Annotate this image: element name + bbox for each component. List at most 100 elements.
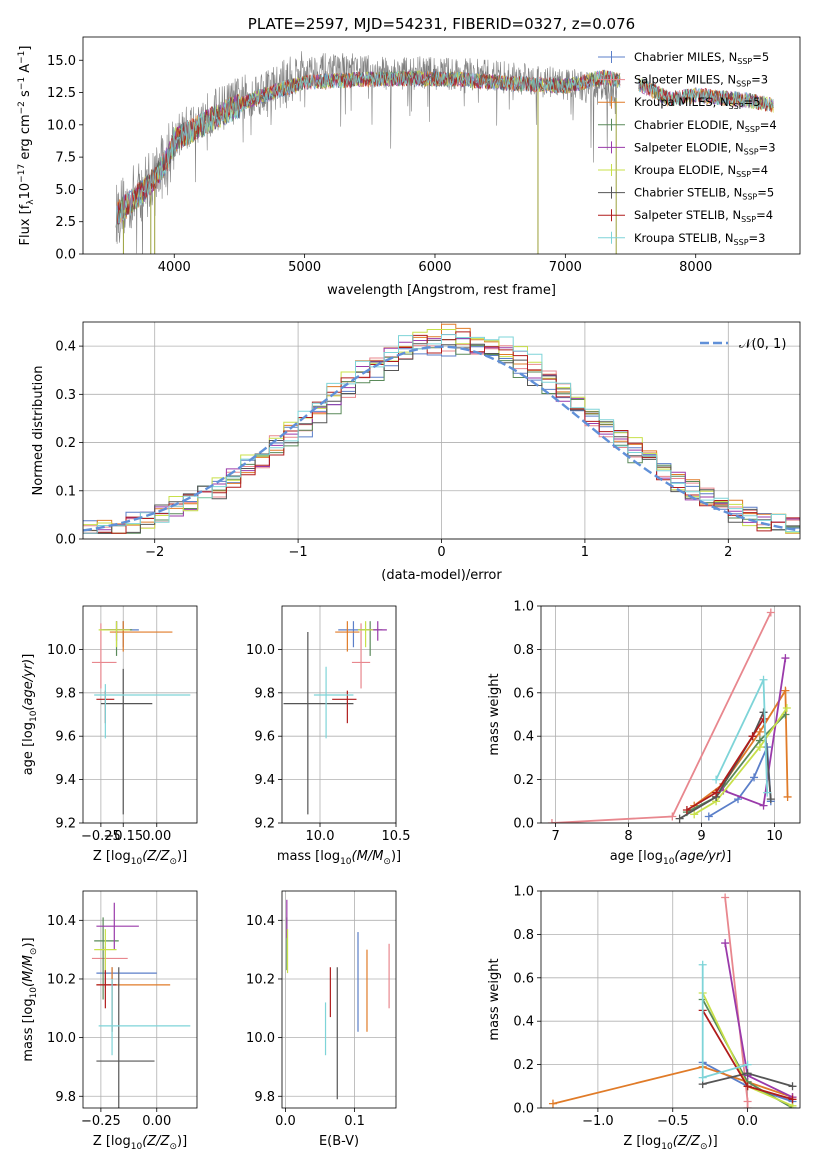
y-tick-label: 0.8 bbox=[513, 928, 534, 943]
label-part: Chabrier STELIB, N bbox=[634, 186, 742, 200]
label-part: A bbox=[18, 64, 33, 77]
y-tick-label: 0.8 bbox=[513, 643, 534, 658]
x-tick-label: 2 bbox=[724, 545, 732, 560]
normal-curve bbox=[83, 345, 800, 532]
frame-mass-z bbox=[82, 890, 198, 1109]
histogram-plot bbox=[83, 323, 800, 534]
x-axis-label: Z [log10(Z/Z⊙)] bbox=[623, 1134, 717, 1152]
point-marker bbox=[548, 1099, 557, 1108]
label-part: Z [log bbox=[93, 1134, 131, 1149]
series-line bbox=[551, 612, 772, 823]
errorbar-plot-mass-z bbox=[91, 902, 191, 1108]
point-marker bbox=[743, 1060, 752, 1069]
point-marker bbox=[712, 775, 721, 784]
y-tick-label: 9.8 bbox=[254, 686, 275, 701]
axes-residuals: −2 −1 0 1 2 0.0 0.1 0.2 0.3 0.4 bbox=[55, 322, 800, 560]
x-tick-label: 8 bbox=[624, 829, 632, 844]
mass-weight-plot-mw-age bbox=[547, 608, 792, 823]
series-line bbox=[552, 1065, 793, 1105]
point-marker bbox=[698, 960, 707, 969]
x-tick-label: 0 bbox=[437, 545, 445, 560]
y-tick-label: 0.4 bbox=[55, 340, 76, 355]
y-tick-label: 9.2 bbox=[254, 817, 275, 832]
x-tick-label: 10.5 bbox=[382, 829, 411, 844]
y-tick-label: 0.4 bbox=[513, 1015, 534, 1030]
series-line bbox=[724, 942, 793, 1099]
point-marker bbox=[788, 1082, 797, 1091]
label-part: ⊙ bbox=[29, 948, 39, 956]
y-tick-label: 10.2 bbox=[246, 972, 275, 987]
label-part: 10 bbox=[340, 857, 352, 867]
data-point bbox=[313, 666, 354, 739]
x-axis-label: Z [log10(Z/Z⊙)] bbox=[93, 1134, 187, 1152]
x-axis-label: Z [log10(Z/Z⊙)] bbox=[93, 849, 187, 867]
point-marker bbox=[781, 686, 790, 695]
y-tick-label: 12.5 bbox=[47, 86, 76, 101]
point-marker bbox=[698, 1073, 707, 1082]
label-part: (M/M bbox=[352, 849, 384, 864]
label-part: Z [log bbox=[93, 849, 131, 864]
label-part: −1 bbox=[17, 77, 27, 90]
y-axis-label: age [log10(age/yr)] bbox=[21, 654, 39, 776]
point-marker bbox=[748, 732, 757, 741]
model-spectrum bbox=[115, 70, 774, 228]
label-part: SSP bbox=[742, 193, 757, 202]
errorbar-plot-age-mass bbox=[283, 621, 387, 815]
label-part: 10 bbox=[131, 1142, 143, 1152]
y-tick-label: 5.0 bbox=[55, 183, 76, 198]
chart-title: PLATE=2597, MJD=54231, FIBERID=0327, z=0… bbox=[248, 15, 635, 33]
errorbar-plot-mass-ebv bbox=[286, 899, 390, 1100]
mass-weight-series bbox=[712, 675, 772, 797]
y-tick-label: 9.8 bbox=[55, 686, 76, 701]
point-marker bbox=[750, 773, 759, 782]
x-tick-label: 6000 bbox=[418, 260, 451, 275]
point-marker bbox=[755, 727, 764, 736]
data-point bbox=[338, 621, 369, 648]
spectrum-frame bbox=[82, 36, 801, 255]
label-part: )] bbox=[177, 849, 187, 864]
label-part: )] bbox=[177, 1134, 187, 1149]
mass-weight-plot-mw-z bbox=[548, 893, 797, 1108]
label-part: =4 bbox=[760, 118, 777, 132]
data-point bbox=[98, 621, 130, 648]
data-point bbox=[96, 967, 171, 1032]
legend-label: 𝒩(0, 1) bbox=[739, 337, 786, 352]
label-part: SSP bbox=[729, 102, 744, 111]
x-tick-label: 8000 bbox=[679, 260, 712, 275]
point-marker bbox=[668, 812, 677, 821]
axes-mass-ebv: 0.0 0.1 9.8 10.0 10.2 10.4 bbox=[246, 891, 396, 1129]
label-part: =4 bbox=[751, 163, 768, 177]
label-part: Kroupa ELODIE, N bbox=[634, 163, 736, 177]
label-part: SSP bbox=[745, 125, 760, 134]
point-marker bbox=[675, 814, 684, 823]
y-tick-label: 0.0 bbox=[55, 533, 76, 548]
y-tick-label: 10.0 bbox=[47, 118, 76, 133]
axes-mw-age: 7 8 9 10 0.0 0.2 0.4 0.6 0.8 1.0 bbox=[513, 600, 800, 844]
x-tick-label: 0.00 bbox=[142, 829, 171, 844]
data-point bbox=[283, 632, 354, 815]
label-part: ] bbox=[21, 654, 36, 659]
data-point bbox=[335, 621, 360, 652]
label-part: )] bbox=[391, 849, 401, 864]
label-part: =5 bbox=[744, 95, 761, 109]
y-tick-label: 9.4 bbox=[55, 773, 76, 788]
x-tick-label: −0.5 bbox=[657, 1114, 689, 1129]
label-part: SSP bbox=[744, 147, 759, 156]
label-part: Chabrier MILES, N bbox=[634, 50, 737, 64]
y-tick-label: 0.6 bbox=[513, 971, 534, 986]
label-part: λ bbox=[26, 199, 36, 205]
y-tick-label: 0.2 bbox=[513, 1058, 534, 1073]
mass-weight-series bbox=[719, 654, 790, 810]
y-tick-label: 10.0 bbox=[246, 643, 275, 658]
data-point bbox=[94, 684, 191, 739]
x-tick-label: −0.25 bbox=[81, 829, 121, 844]
point-marker bbox=[743, 1104, 752, 1108]
point-marker bbox=[721, 939, 730, 948]
axes-age-mass: 10.0 10.5 9.2 9.4 9.6 9.8 10.0 bbox=[246, 606, 410, 844]
label-part: =5 bbox=[752, 50, 769, 64]
y-tick-label: 2.5 bbox=[55, 215, 76, 230]
label-part: SSP bbox=[734, 238, 749, 247]
point-marker bbox=[682, 805, 691, 814]
label-part: 10 bbox=[661, 1142, 673, 1152]
y-tick-label: 0.0 bbox=[55, 248, 76, 263]
